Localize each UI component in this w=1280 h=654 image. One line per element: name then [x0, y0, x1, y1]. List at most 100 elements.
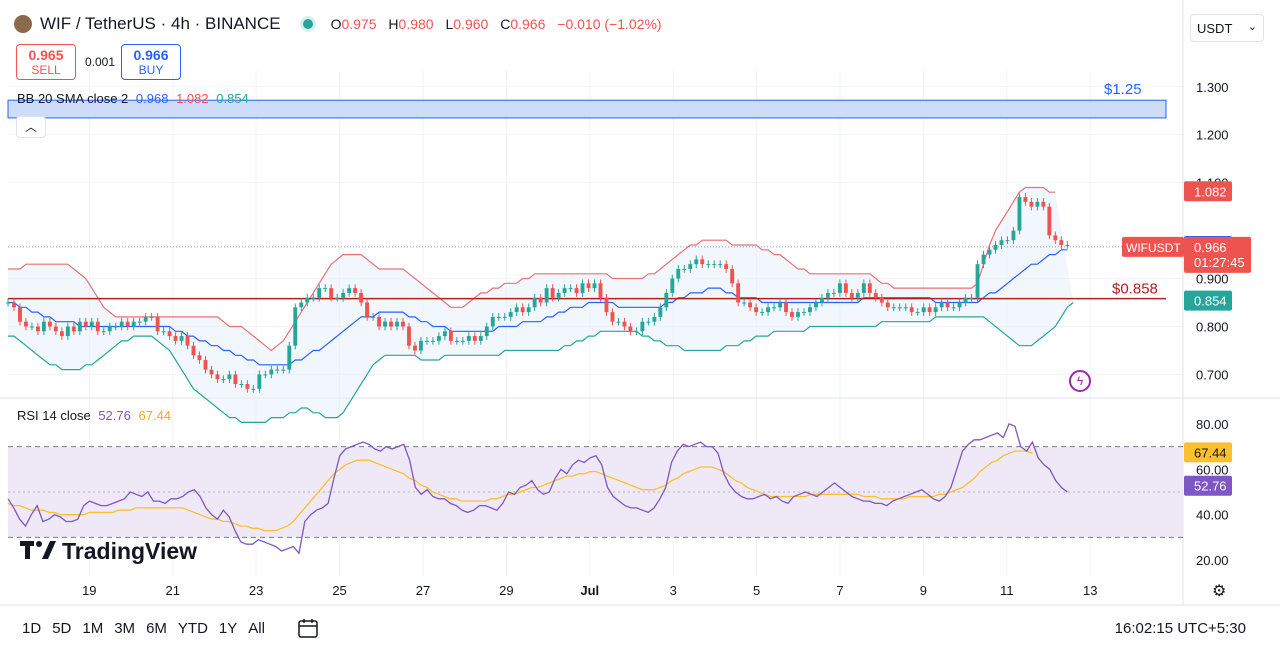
- candle-body[interactable]: [329, 288, 334, 298]
- candle-body[interactable]: [1005, 240, 1010, 242]
- range-1d[interactable]: 1D: [22, 620, 42, 637]
- candle-body[interactable]: [754, 307, 759, 313]
- candle-body[interactable]: [819, 297, 824, 303]
- candle-body[interactable]: [634, 331, 639, 333]
- candle-body[interactable]: [939, 302, 944, 308]
- candle-body[interactable]: [347, 288, 352, 293]
- candle-body[interactable]: [873, 292, 878, 298]
- currency-select[interactable]: USDT ⌄: [1190, 14, 1264, 42]
- candle-body[interactable]: [413, 345, 417, 351]
- candle-body[interactable]: [592, 283, 597, 289]
- candle-body[interactable]: [161, 331, 166, 333]
- candle-body[interactable]: [682, 268, 687, 270]
- candle-body[interactable]: [353, 288, 358, 293]
- candle-body[interactable]: [574, 288, 579, 293]
- candle-body[interactable]: [784, 302, 788, 313]
- candle-body[interactable]: [963, 297, 968, 303]
- candle-body[interactable]: [891, 307, 896, 309]
- candle-body[interactable]: [1011, 230, 1016, 241]
- candle-body[interactable]: [203, 360, 208, 370]
- candle-body[interactable]: [1017, 197, 1022, 231]
- candle-body[interactable]: [419, 340, 423, 351]
- date-range-icon[interactable]: [297, 617, 319, 639]
- range-1y[interactable]: 1Y: [218, 620, 238, 637]
- candle-body[interactable]: [149, 316, 154, 318]
- bb-legend[interactable]: BB 20 SMA close 2 0.968 1.082 0.854: [17, 91, 249, 106]
- candle-body[interactable]: [496, 316, 501, 318]
- candle-body[interactable]: [401, 321, 405, 327]
- candle-body[interactable]: [1023, 197, 1028, 202]
- symbol-title[interactable]: WIF / TetherUS · 4h · BINANCE: [40, 14, 281, 33]
- candle-body[interactable]: [580, 283, 585, 293]
- candle-body[interactable]: [269, 369, 274, 375]
- candle-body[interactable]: [825, 292, 830, 298]
- candle-body[interactable]: [472, 336, 477, 341]
- candle-body[interactable]: [65, 326, 70, 337]
- candle-body[interactable]: [371, 316, 376, 318]
- candle-body[interactable]: [377, 316, 382, 327]
- candle-body[interactable]: [879, 297, 884, 303]
- candle-body[interactable]: [610, 312, 615, 322]
- candle-body[interactable]: [897, 307, 902, 309]
- candle-body[interactable]: [478, 336, 483, 341]
- candle-body[interactable]: [1065, 244, 1070, 246]
- candle-body[interactable]: [646, 321, 651, 323]
- candle-body[interactable]: [113, 326, 118, 328]
- candle-body[interactable]: [921, 307, 926, 313]
- candle-body[interactable]: [299, 302, 304, 308]
- candle-body[interactable]: [532, 297, 537, 308]
- range-5d[interactable]: 5D: [52, 620, 72, 637]
- candle-body[interactable]: [957, 302, 962, 308]
- candle-body[interactable]: [305, 297, 310, 303]
- candle-body[interactable]: [622, 321, 627, 327]
- candle-body[interactable]: [35, 326, 40, 332]
- candle-body[interactable]: [6, 302, 10, 304]
- candle-body[interactable]: [53, 326, 58, 332]
- candle-body[interactable]: [41, 321, 46, 332]
- candle-body[interactable]: [185, 336, 190, 346]
- candle-body[interactable]: [173, 336, 178, 341]
- candle-body[interactable]: [341, 292, 346, 298]
- candle-body[interactable]: [808, 307, 812, 313]
- candle-body[interactable]: [215, 374, 220, 380]
- candle-body[interactable]: [927, 307, 932, 313]
- candle-body[interactable]: [867, 283, 872, 293]
- candle-body[interactable]: [83, 321, 88, 327]
- candle-body[interactable]: [502, 316, 507, 318]
- candle-body[interactable]: [317, 288, 322, 298]
- candle-body[interactable]: [652, 316, 657, 322]
- candle-body[interactable]: [448, 331, 453, 341]
- buy-button[interactable]: 0.966 BUY: [121, 44, 181, 80]
- candle-body[interactable]: [849, 292, 854, 298]
- candle-body[interactable]: [191, 345, 196, 356]
- candle-body[interactable]: [460, 340, 465, 342]
- candle-body[interactable]: [556, 292, 561, 298]
- candle-body[interactable]: [640, 321, 645, 332]
- candle-body[interactable]: [1047, 206, 1052, 236]
- candle-body[interactable]: [778, 302, 782, 308]
- candle-body[interactable]: [209, 369, 214, 375]
- candle-body[interactable]: [802, 312, 806, 314]
- candle-body[interactable]: [24, 321, 28, 327]
- flash-alert-icon[interactable]: ϟ: [1069, 370, 1091, 392]
- candle-body[interactable]: [700, 259, 705, 265]
- candle-body[interactable]: [77, 321, 82, 332]
- candle-body[interactable]: [568, 288, 573, 290]
- candle-body[interactable]: [628, 326, 633, 332]
- candle-body[interactable]: [59, 331, 64, 337]
- candle-body[interactable]: [1059, 240, 1064, 245]
- candle-body[interactable]: [131, 321, 136, 327]
- candle-body[interactable]: [712, 264, 717, 266]
- candle-body[interactable]: [658, 307, 663, 317]
- tradingview-logo[interactable]: TradingView: [20, 538, 197, 565]
- candle-body[interactable]: [604, 297, 609, 313]
- candle-body[interactable]: [233, 374, 238, 385]
- candle-body[interactable]: [197, 355, 202, 361]
- candle-body[interactable]: [586, 283, 591, 289]
- clock-readout[interactable]: 16:02:15 UTC+5:30: [1114, 620, 1246, 637]
- candle-body[interactable]: [544, 288, 549, 303]
- candle-body[interactable]: [616, 321, 621, 323]
- candle-body[interactable]: [514, 307, 519, 313]
- collapse-legend-button[interactable]: ︿: [16, 116, 46, 138]
